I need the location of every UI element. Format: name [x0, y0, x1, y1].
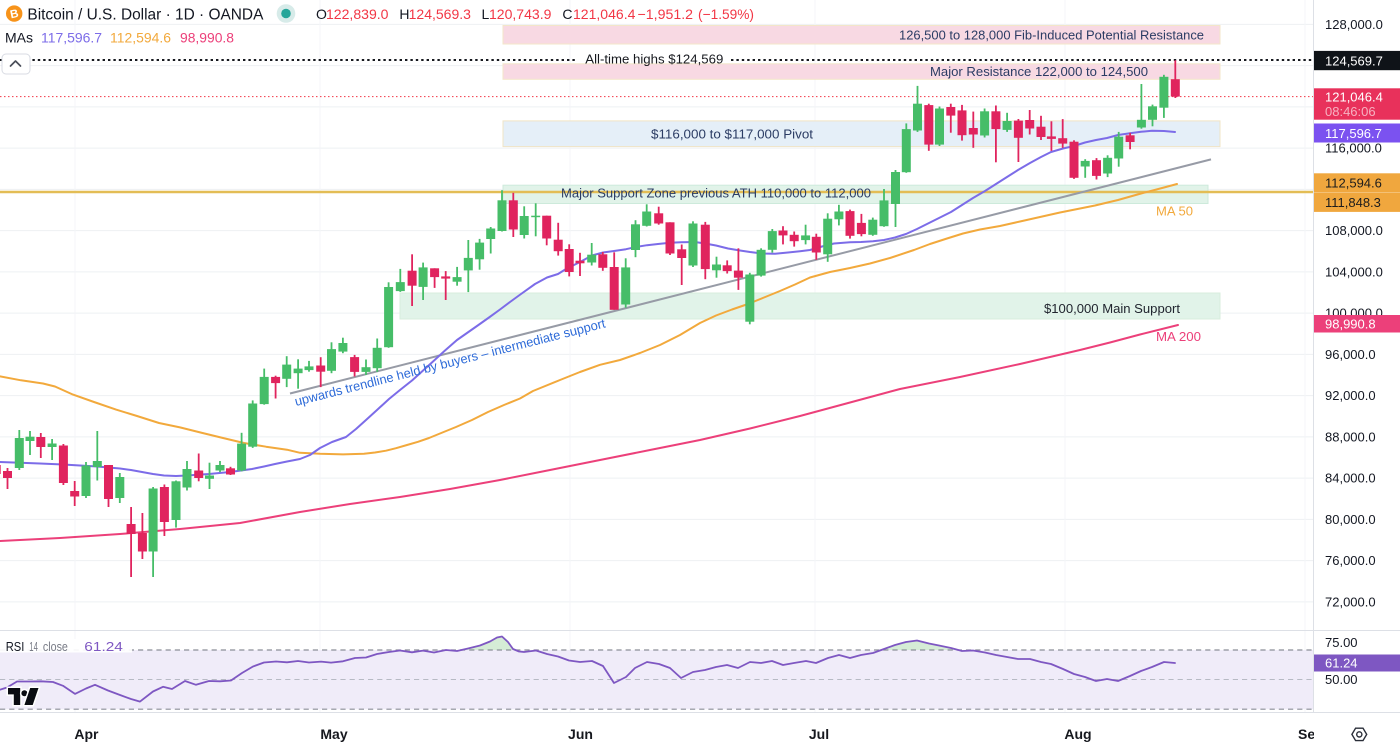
svg-text:Jul: Jul — [809, 726, 829, 742]
svg-text:122,839.0: 122,839.0 — [326, 6, 389, 22]
svg-text:May: May — [320, 726, 347, 742]
svg-text:117,596.7: 117,596.7 — [1325, 126, 1382, 141]
svg-text:−1,951.2: −1,951.2 — [638, 6, 694, 22]
svg-text:MA 200: MA 200 — [1156, 329, 1201, 344]
svg-text:117,596.7: 117,596.7 — [41, 29, 102, 45]
svg-text:112,594.6: 112,594.6 — [1325, 176, 1382, 191]
svg-text:84,000.0: 84,000.0 — [1325, 471, 1376, 486]
svg-text:$100,000 Main Support: $100,000 Main Support — [1044, 301, 1180, 316]
svg-text:Major Support Zone previous AT: Major Support Zone previous ATH 110,000 … — [561, 186, 871, 201]
svg-text:Apr: Apr — [74, 726, 99, 742]
svg-text:MAs: MAs — [5, 29, 33, 45]
svg-text:96,000.0: 96,000.0 — [1325, 347, 1376, 362]
svg-text:H: H — [399, 6, 409, 22]
svg-text:Se: Se — [1298, 726, 1315, 742]
svg-text:RSI: RSI — [6, 639, 25, 654]
svg-text:L: L — [482, 6, 490, 22]
svg-text:80,000.0: 80,000.0 — [1325, 512, 1376, 527]
svg-text:111,848.3: 111,848.3 — [1325, 195, 1381, 210]
svg-text:close: close — [43, 639, 68, 654]
svg-text:08:46:06: 08:46:06 — [1325, 104, 1376, 119]
svg-text:75.00: 75.00 — [1325, 635, 1358, 650]
svg-text:72,000.0: 72,000.0 — [1325, 595, 1376, 610]
svg-text:76,000.0: 76,000.0 — [1325, 553, 1376, 568]
svg-text:61.24: 61.24 — [84, 639, 123, 654]
svg-text:104,000.0: 104,000.0 — [1325, 265, 1383, 280]
svg-text:88,000.0: 88,000.0 — [1325, 430, 1376, 445]
svg-text:Aug: Aug — [1064, 726, 1091, 742]
svg-text:128,000.0: 128,000.0 — [1325, 17, 1383, 32]
svg-text:MA 50: MA 50 — [1156, 203, 1193, 218]
svg-text:Bitcoin / U.S. Dollar · 1D · O: Bitcoin / U.S. Dollar · 1D · OANDA — [27, 6, 263, 23]
svg-text:121,046.4: 121,046.4 — [1325, 89, 1383, 104]
svg-text:124,569.7: 124,569.7 — [1325, 53, 1383, 68]
svg-text:Jun: Jun — [568, 726, 593, 742]
svg-text:126,500 to 128,000 Fib-Induced: 126,500 to 128,000 Fib-Induced Potential… — [899, 27, 1204, 42]
svg-text:O: O — [316, 6, 327, 22]
svg-text:61.24: 61.24 — [1325, 656, 1358, 671]
svg-text:$116,000 to $117,000 Pivot: $116,000 to $117,000 Pivot — [651, 126, 813, 141]
svg-text:(−1.59%): (−1.59%) — [698, 6, 754, 22]
svg-text:108,000.0: 108,000.0 — [1325, 223, 1383, 238]
svg-text:All-time highs $124,569: All-time highs $124,569 — [585, 51, 723, 66]
svg-text:120,743.9: 120,743.9 — [489, 6, 552, 22]
svg-text:14: 14 — [29, 639, 38, 654]
svg-text:50.00: 50.00 — [1325, 672, 1358, 687]
svg-text:B: B — [9, 8, 20, 21]
svg-text:92,000.0: 92,000.0 — [1325, 388, 1376, 403]
svg-text:121,046.4: 121,046.4 — [573, 6, 636, 22]
svg-text:C: C — [562, 6, 572, 22]
svg-text:124,569.3: 124,569.3 — [409, 6, 472, 22]
svg-text:116,000.0: 116,000.0 — [1325, 141, 1382, 156]
svg-text:Major Resistance 122,000 to 12: Major Resistance 122,000 to 124,500 — [930, 64, 1148, 79]
svg-text:98,990.8: 98,990.8 — [180, 29, 234, 45]
svg-text:98,990.8: 98,990.8 — [1325, 316, 1376, 331]
svg-text:112,594.6: 112,594.6 — [110, 29, 171, 45]
